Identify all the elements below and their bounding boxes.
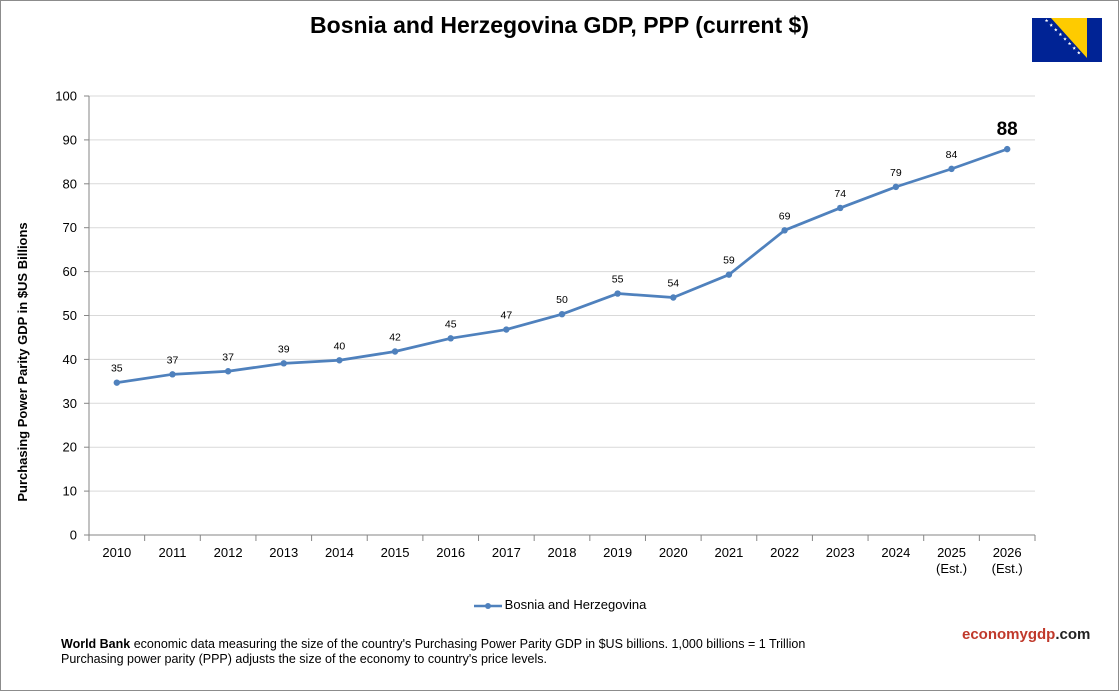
footer-source-text: economic data measuring the size of the … <box>130 637 806 651</box>
x-tick-label: 2014 <box>325 545 354 560</box>
data-label: 45 <box>445 318 457 330</box>
data-point <box>670 294 677 301</box>
flag-star <box>1049 23 1054 27</box>
grid-lines <box>89 95 1035 492</box>
y-axis-title: Purchasing Power Parity GDP in $US Billi… <box>15 222 30 501</box>
chart-legend: Bosnia and Herzegovina <box>0 597 1119 612</box>
data-point <box>391 348 399 355</box>
x-tick-label-sub: (Est.) <box>992 561 1023 576</box>
legend-entry-bosnia-and-herzegovina: Bosnia and Herzegovina <box>504 597 647 612</box>
data-label: 37 <box>222 351 234 363</box>
x-tick-label: 2011 <box>158 545 186 560</box>
data-labels: 35 37 37 39 40 42 45 47 50 55 54 59 69 74 79 84 88 <box>111 119 1018 375</box>
x-tick-label: 2020 <box>659 545 688 560</box>
bosnia-and-herzegovina-flag-icon <box>1032 18 1102 62</box>
y-tick-label: 0 <box>70 528 77 543</box>
data-point <box>503 326 510 333</box>
data-point <box>1003 145 1011 153</box>
flag-yellow-triangle <box>1051 18 1087 58</box>
y-tick-label: 70 <box>63 220 77 235</box>
x-tick-label: 2017 <box>492 545 521 560</box>
x-tick-label: 2019 <box>603 545 632 560</box>
data-point <box>280 360 287 367</box>
y-tick-label: 50 <box>63 308 77 323</box>
y-tick-label: 30 <box>63 396 77 411</box>
x-tick-label: 2016 <box>436 545 465 560</box>
flag-stars <box>1044 18 1081 55</box>
x-tick-label: 2012 <box>214 545 243 560</box>
y-tick-label: 100 <box>55 89 77 104</box>
data-label-latest: 88 <box>997 119 1018 140</box>
x-tick-label: 2022 <box>770 545 799 560</box>
axes <box>84 95 1036 541</box>
brand-logo[interactable]: economygdp.com <box>962 626 1090 643</box>
flag-star <box>1044 18 1049 23</box>
flag-star <box>1067 41 1072 46</box>
x-tick-label: 2025 <box>937 545 966 560</box>
y-tick-label: 20 <box>63 440 77 455</box>
x-tick-labels: 2010 2011 2012 2013 2014 2015 2016 2017 2018 2019… <box>102 545 1022 576</box>
data-point <box>781 227 788 234</box>
data-point <box>892 183 900 191</box>
data-label: 50 <box>556 294 568 306</box>
x-tick-label: 2021 <box>714 545 743 560</box>
data-point <box>169 371 176 378</box>
data-point <box>614 290 621 297</box>
footer-source-name: World Bank <box>61 637 131 651</box>
y-tick-label: 80 <box>63 176 77 191</box>
data-label: 37 <box>167 354 179 366</box>
y-tick-label: 40 <box>63 352 77 367</box>
footer-line-1: World Bank economic data measuring the s… <box>61 637 805 652</box>
footer-line-2: Purchasing power parity (PPP) adjusts th… <box>61 652 547 666</box>
data-point <box>224 368 232 375</box>
data-label: 84 <box>946 149 958 161</box>
flag-star <box>1076 50 1081 55</box>
data-label: 54 <box>667 278 679 290</box>
data-label: 74 <box>834 188 846 200</box>
data-point <box>113 379 121 386</box>
footer-note: World Bank economic data measuring the s… <box>61 637 805 667</box>
legend-line-marker-icon <box>473 602 502 609</box>
data-point <box>725 271 733 278</box>
x-tick-label: 2013 <box>269 545 298 560</box>
x-tick-label-sub: (Est.) <box>936 561 967 576</box>
data-label: 59 <box>723 255 735 267</box>
data-label: 47 <box>501 310 513 322</box>
x-tick-label: 2024 <box>881 545 910 560</box>
brand-part-gdp: gdp <box>1027 626 1056 643</box>
data-label: 40 <box>334 340 346 352</box>
y-tick-label: 90 <box>63 132 77 147</box>
flag-star <box>1063 37 1067 41</box>
data-label: 55 <box>612 274 624 286</box>
flag-star <box>1058 32 1063 36</box>
data-point <box>837 204 844 212</box>
data-point <box>558 310 566 318</box>
x-tick-label: 2018 <box>548 545 577 560</box>
data-point <box>336 357 343 364</box>
data-point <box>948 165 955 173</box>
y-tick-label: 60 <box>63 264 77 279</box>
y-tick-label: 10 <box>63 484 77 499</box>
x-tick-label: 2026 <box>993 545 1022 560</box>
x-tick-label: 2010 <box>102 545 131 560</box>
data-point <box>447 335 454 342</box>
x-tick-label: 2023 <box>826 545 855 560</box>
series-bosnia-and-herzegovina <box>113 145 1011 386</box>
brand-part-economy: economy <box>962 626 1028 643</box>
data-label: 69 <box>779 210 791 222</box>
brand-part-com: .com <box>1055 626 1091 643</box>
data-label: 42 <box>389 331 401 343</box>
flag-star <box>1072 46 1077 50</box>
chart-title: Bosnia and Herzegovina GDP, PPP (current… <box>310 12 809 38</box>
y-tick-labels: 0 10 20 30 40 50 60 70 80 90 100 <box>55 89 77 543</box>
data-label: 39 <box>278 343 290 355</box>
data-label: 35 <box>111 363 123 375</box>
x-tick-label: 2015 <box>381 545 410 560</box>
data-label: 79 <box>890 167 902 179</box>
flag-star <box>1053 27 1058 32</box>
